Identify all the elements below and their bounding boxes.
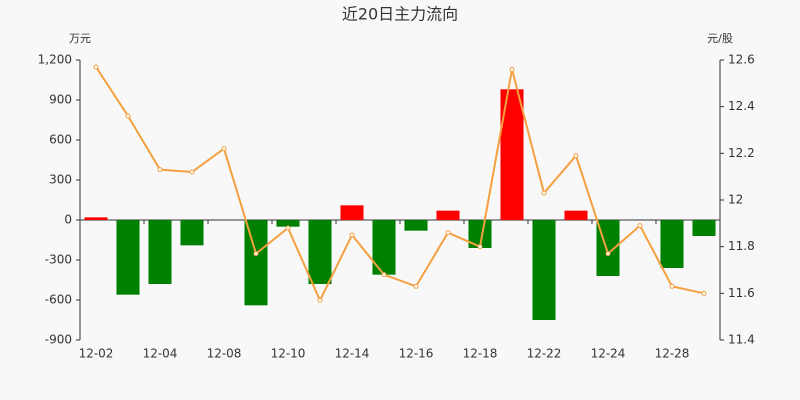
- bar: [692, 220, 716, 236]
- line-point: [509, 66, 515, 72]
- bar: [116, 220, 140, 295]
- y-tick-label: 0: [64, 213, 72, 227]
- y2-tick-label: 11.4: [728, 333, 755, 347]
- y-tick-label: 1,200: [38, 53, 72, 67]
- x-tick-label: 12-24: [591, 347, 626, 361]
- x-tick-label: 12-28: [655, 347, 690, 361]
- x-tick-label: 12-04: [143, 347, 178, 361]
- line-point: [189, 169, 195, 175]
- line: [95, 66, 705, 303]
- bar: [308, 220, 332, 284]
- y-tick-label: 300: [49, 173, 72, 187]
- x-tick-label: 12-16: [399, 347, 434, 361]
- bar: [340, 205, 364, 220]
- line-point: [125, 113, 131, 119]
- y2-tick-label: 12: [728, 193, 743, 207]
- line-point: [349, 232, 355, 238]
- line-point: [541, 190, 547, 196]
- bar: [404, 220, 428, 231]
- bar: [276, 220, 300, 227]
- y-unit: 万元: [69, 32, 91, 45]
- y-tick-label: 600: [49, 133, 72, 147]
- line-point: [93, 64, 99, 70]
- y-tick-label: -300: [45, 253, 72, 267]
- bar: [564, 210, 588, 220]
- line-point: [477, 244, 483, 250]
- x-tick-label: 12-02: [79, 347, 114, 361]
- bar: [180, 220, 204, 246]
- x-tick-label: 12-22: [527, 347, 562, 361]
- chart-title: 近20日主力流向: [342, 5, 458, 24]
- x-tick-label: 12-14: [335, 347, 370, 361]
- x-tick-label: 12-08: [207, 347, 242, 361]
- y-tick-label: -900: [45, 333, 72, 347]
- y2-tick-label: 12.6: [728, 53, 755, 67]
- line-point: [221, 146, 227, 152]
- line-point: [669, 283, 675, 289]
- y2-tick-label: 11.8: [728, 239, 755, 253]
- line-point: [637, 223, 643, 229]
- line-point: [285, 225, 291, 231]
- line-point: [445, 230, 451, 236]
- line-point: [381, 272, 387, 278]
- y-tick-label: -600: [45, 293, 72, 307]
- x-tick-label: 12-18: [463, 347, 498, 361]
- bar: [148, 220, 172, 284]
- y-tick-label: 900: [49, 93, 72, 107]
- line-point: [253, 251, 259, 257]
- x-tick-label: 12-10: [271, 347, 306, 361]
- line-point: [157, 167, 163, 173]
- line-point: [605, 251, 611, 257]
- y2-tick-label: 12.2: [728, 146, 755, 160]
- line-point: [413, 283, 419, 289]
- bar: [84, 217, 108, 220]
- line-point: [701, 290, 707, 296]
- line-point: [317, 297, 323, 303]
- bar: [436, 210, 460, 220]
- y2-unit: 元/股: [707, 32, 733, 45]
- bar: [532, 220, 556, 320]
- y2-tick-label: 11.6: [728, 286, 755, 300]
- bar: [372, 220, 396, 275]
- line-point: [573, 153, 579, 159]
- bar: [244, 220, 268, 306]
- bar: [660, 220, 684, 268]
- bar: [468, 220, 492, 248]
- y2-tick-label: 12.4: [728, 99, 755, 113]
- bar: [500, 89, 524, 220]
